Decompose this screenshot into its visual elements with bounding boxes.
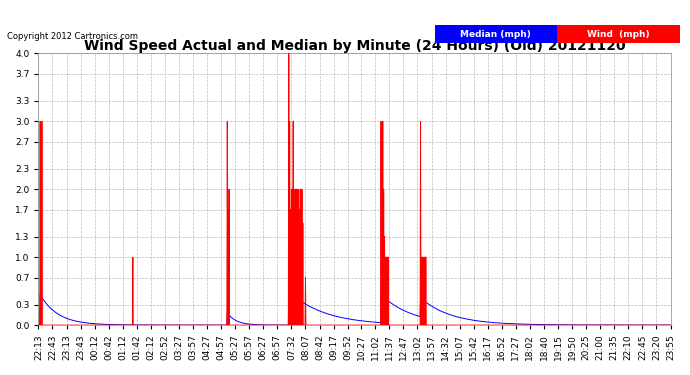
Text: Copyright 2012 Cartronics.com: Copyright 2012 Cartronics.com [7,32,138,41]
Text: Wind  (mph): Wind (mph) [587,30,650,39]
Title: Wind Speed Actual and Median by Minute (24 Hours) (Old) 20121120: Wind Speed Actual and Median by Minute (… [83,39,625,53]
Text: Median (mph): Median (mph) [460,30,531,39]
